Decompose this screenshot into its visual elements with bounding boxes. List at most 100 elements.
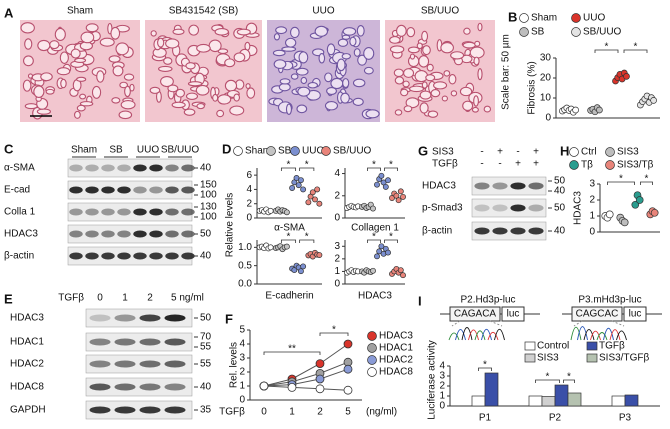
tubule [119, 81, 129, 89]
tubule [224, 79, 238, 92]
band [149, 230, 163, 238]
tubule [443, 70, 451, 77]
x-tick-label: P3 [619, 413, 632, 424]
image-label: Sham [67, 6, 93, 17]
band [85, 186, 99, 194]
tubule [462, 100, 474, 112]
chromatogram-peak [448, 332, 460, 341]
tubule [297, 86, 311, 97]
y-tick-label: 0 [589, 227, 595, 238]
data-point [300, 263, 307, 270]
tubule [233, 52, 246, 63]
y-axis-label: Rel. levels [229, 342, 240, 388]
y-tick-label: 0.0 [238, 279, 252, 290]
y-tick-label: 4 [246, 184, 252, 195]
significance-label: * [372, 160, 376, 171]
tubule [273, 33, 281, 41]
row-label: HDAC2 [10, 359, 44, 370]
row-label: HDAC3 [10, 313, 44, 324]
tubule [129, 83, 135, 92]
condition-label: SIS3 [432, 147, 454, 158]
chromatogram-peak [461, 327, 473, 341]
band [101, 208, 115, 216]
data-point [623, 73, 630, 80]
blot-strip [85, 377, 193, 397]
tubule [363, 66, 374, 75]
tubule [74, 110, 81, 119]
band [133, 164, 147, 172]
band [139, 314, 161, 322]
mw-marker: 100 [200, 190, 217, 201]
significance-label: * [567, 372, 571, 383]
tubule [340, 92, 350, 104]
y-tick-label: 5 [239, 325, 245, 336]
lane-label: SB/UUO [161, 145, 200, 156]
legend-label: SB/UUO [583, 27, 622, 38]
tubule [419, 102, 429, 114]
tubule [59, 51, 69, 64]
data-point [300, 186, 307, 193]
tubule [290, 73, 299, 80]
panel-letter: C [4, 141, 14, 156]
y-tick-label: 10 [540, 93, 552, 104]
band [69, 230, 83, 238]
tubule [450, 90, 458, 97]
zoom-line [573, 320, 583, 327]
data-point [315, 374, 325, 384]
legend-swatch [367, 367, 377, 377]
band [117, 208, 131, 216]
tubule [188, 24, 200, 36]
data-point [378, 172, 385, 179]
panel-letter: G [418, 143, 428, 158]
y-axis-label: HDAC3 [573, 191, 584, 225]
reporter-label: luc [507, 309, 520, 320]
tubule [403, 105, 413, 113]
tubule [422, 45, 431, 56]
tubule [284, 37, 297, 48]
band [69, 252, 83, 260]
data-point [297, 268, 304, 275]
tubule [212, 93, 219, 102]
significance-bracket [263, 351, 321, 355]
significance-label: * [287, 160, 291, 171]
panel-letter: D [222, 141, 231, 156]
data-point [374, 253, 380, 260]
zoom-line [611, 320, 625, 327]
x-tick-label: 0 [261, 407, 267, 418]
y-tick-label: 0 [439, 401, 445, 412]
condition-sign: - [498, 159, 501, 170]
y-tick-label: 0 [334, 213, 340, 224]
data-point [631, 200, 640, 209]
mw-marker: 50 [200, 313, 212, 324]
bar [554, 384, 569, 407]
significance-label: * [546, 372, 550, 383]
band [165, 208, 179, 216]
tubule [160, 75, 174, 88]
tubule [245, 83, 251, 89]
lane-label: 5 ng/ml [171, 293, 204, 304]
band [114, 338, 136, 346]
tubule [314, 25, 329, 37]
tubule [37, 39, 51, 52]
band [149, 208, 163, 216]
bar [624, 394, 639, 407]
subplot-title: E-cadherin [265, 291, 313, 302]
significance-bracket [367, 239, 381, 243]
significance-bracket [280, 167, 297, 171]
significance-bracket [319, 332, 349, 336]
tubule [341, 34, 351, 40]
band [139, 383, 161, 391]
band [85, 252, 99, 260]
mw-marker: 70 [200, 332, 212, 343]
significance-label: * [483, 360, 487, 371]
band [165, 164, 179, 172]
tubule [214, 28, 229, 36]
data-point [259, 381, 269, 391]
tubule [403, 68, 415, 78]
tubule [85, 23, 99, 33]
x-tick-label: P1 [479, 413, 492, 424]
blot-strip [85, 400, 193, 420]
legend-swatch [321, 146, 331, 156]
mw-marker: 50 [200, 229, 212, 240]
y-tick-label: 1 [239, 381, 245, 392]
